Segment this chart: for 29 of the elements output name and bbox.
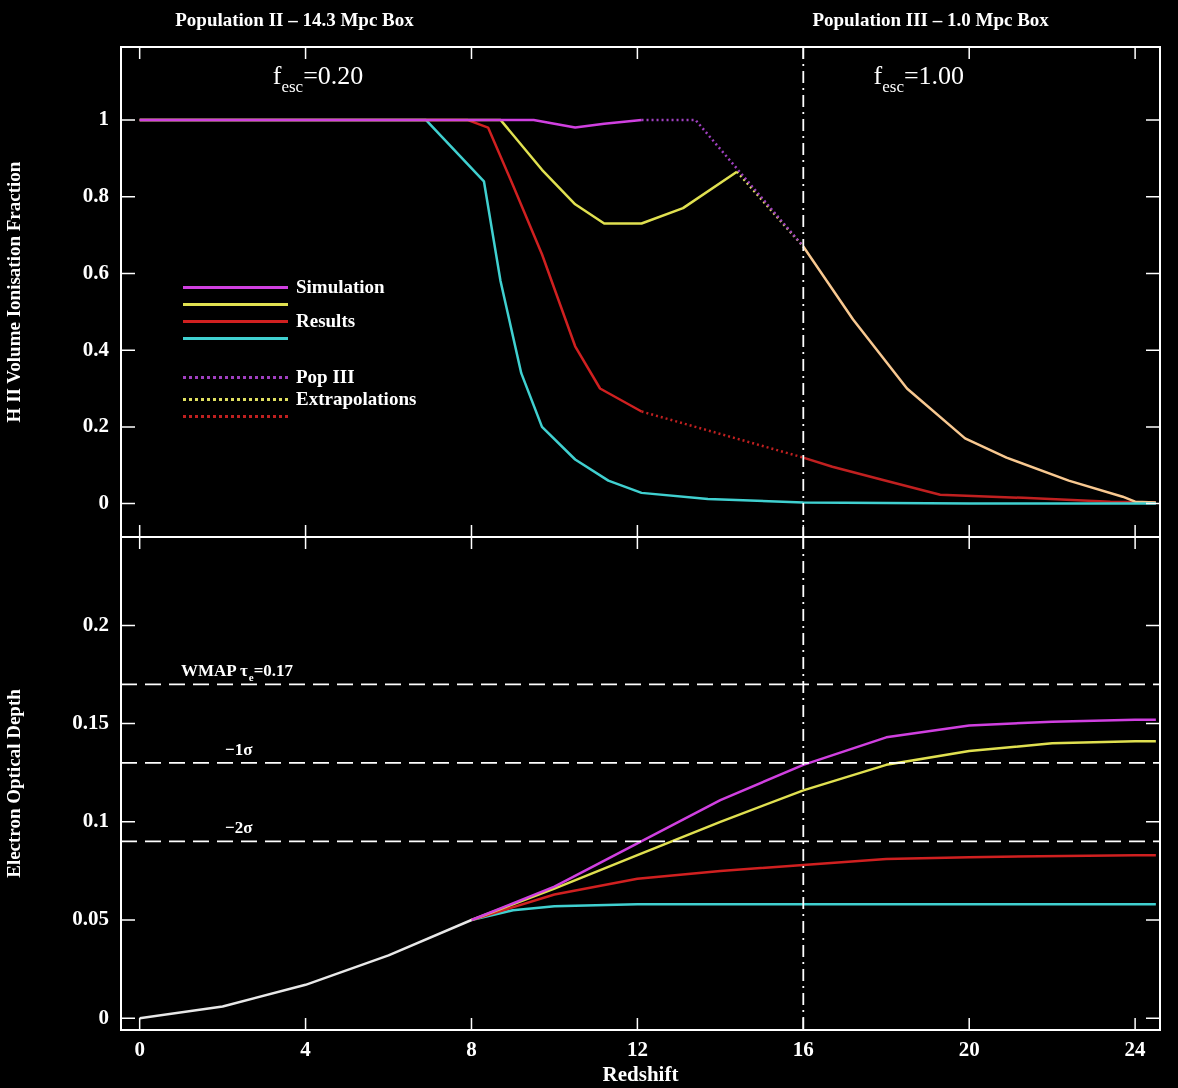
legend-label: Extrapolations <box>296 388 417 410</box>
text: Population III – 1.0 Mpc Box <box>812 9 1050 30</box>
y-tick-label: 0.2 <box>82 611 109 636</box>
text: Population II – 14.3 Mpc Box <box>175 9 415 30</box>
y-tick-label: 0.15 <box>72 710 109 735</box>
x-axis-title: Redshift <box>602 1061 679 1086</box>
x-tick-label: 12 <box>626 1037 648 1062</box>
x-tick-label: 24 <box>1124 1037 1147 1062</box>
x-tick-label: 20 <box>958 1037 980 1062</box>
x-tick-label: 4 <box>300 1037 312 1062</box>
legend-label: Results <box>296 310 356 332</box>
y-tick-label: 1 <box>98 106 109 131</box>
y-tick-label: 0.6 <box>82 259 109 284</box>
y-tick-label: 0.2 <box>82 413 109 438</box>
ref-line-label: −2σ <box>225 818 254 838</box>
legend-label: Pop III <box>296 366 355 388</box>
y-tick-label: 0.4 <box>82 336 110 361</box>
x-tick-label: 16 <box>792 1037 814 1062</box>
x-tick-label: 0 <box>134 1037 145 1062</box>
y-tick-label: 0.8 <box>82 183 109 208</box>
x-tick-label: 8 <box>466 1037 477 1062</box>
y-tick-label: 0.05 <box>72 906 109 931</box>
y-tick-label: 0 <box>98 490 109 515</box>
y-axis-title: Electron Optical Depth <box>3 688 25 878</box>
y-tick-label: 0 <box>98 1004 109 1029</box>
y-axis-title: H II Volume Ionisation Fraction <box>3 161 25 423</box>
ref-line-label: −1σ <box>225 739 254 759</box>
legend-label: Simulation <box>296 276 385 298</box>
y-tick-label: 0.1 <box>82 808 109 833</box>
